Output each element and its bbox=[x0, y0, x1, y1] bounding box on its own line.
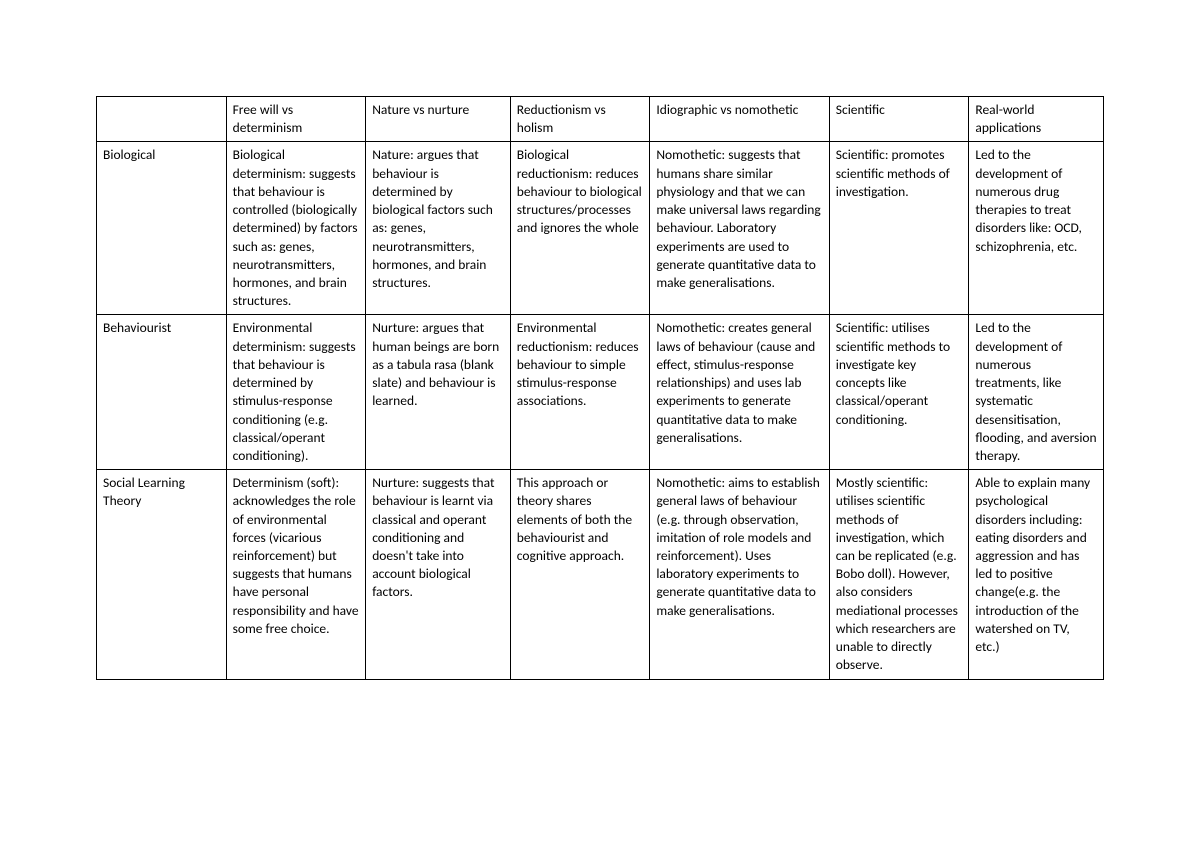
approaches-comparison-table: Free will vs determinism Nature vs nurtu… bbox=[96, 96, 1104, 680]
cell: Scientific: promotes scientific methods … bbox=[829, 142, 969, 315]
col-header-freewill: Free will vs determinism bbox=[226, 97, 366, 142]
cell: Nature: argues that behaviour is determi… bbox=[366, 142, 511, 315]
col-header-blank bbox=[97, 97, 227, 142]
cell: Scientific: utilises scientific methods … bbox=[829, 315, 969, 470]
cell: Led to the development of numerous treat… bbox=[969, 315, 1104, 470]
row-label-behaviourist: Behaviourist bbox=[97, 315, 227, 470]
cell: Environmental reductionism: reduces beha… bbox=[510, 315, 650, 470]
table-row: Social Learning Theory Determinism (soft… bbox=[97, 470, 1104, 679]
cell: Mostly scientific: utilises scientific m… bbox=[829, 470, 969, 679]
cell: Nurture: argues that human beings are bo… bbox=[366, 315, 511, 470]
cell: Nomothetic: aims to establish general la… bbox=[650, 470, 829, 679]
table-header-row: Free will vs determinism Nature vs nurtu… bbox=[97, 97, 1104, 142]
row-label-biological: Biological bbox=[97, 142, 227, 315]
cell: Able to explain many psychological disor… bbox=[969, 470, 1104, 679]
table-row: Behaviourist Environmental determinism: … bbox=[97, 315, 1104, 470]
col-header-scientific: Scientific bbox=[829, 97, 969, 142]
cell: Biological reductionism: reduces behavio… bbox=[510, 142, 650, 315]
cell: Led to the development of numerous drug … bbox=[969, 142, 1104, 315]
cell: Nomothetic: creates general laws of beha… bbox=[650, 315, 829, 470]
cell: Nomothetic: suggests that humans share s… bbox=[650, 142, 829, 315]
cell: Biological determinism: suggests that be… bbox=[226, 142, 366, 315]
cell: Environmental determinism: suggests that… bbox=[226, 315, 366, 470]
cell: Nurture: suggests that behaviour is lear… bbox=[366, 470, 511, 679]
col-header-idiographic: Idiographic vs nomothetic bbox=[650, 97, 829, 142]
cell: Determinism (soft): acknowledges the rol… bbox=[226, 470, 366, 679]
table-row: Biological Biological determinism: sugge… bbox=[97, 142, 1104, 315]
col-header-reductionism: Reductionism vs holism bbox=[510, 97, 650, 142]
cell: This approach or theory shares elements … bbox=[510, 470, 650, 679]
col-header-nature: Nature vs nurture bbox=[366, 97, 511, 142]
row-label-slt: Social Learning Theory bbox=[97, 470, 227, 679]
col-header-realworld: Real-world applications bbox=[969, 97, 1104, 142]
